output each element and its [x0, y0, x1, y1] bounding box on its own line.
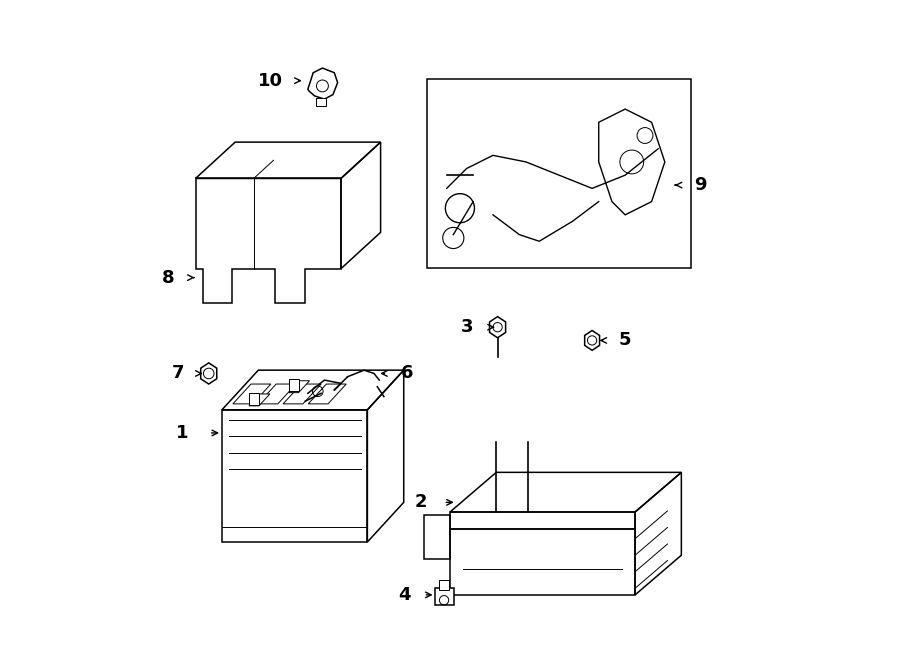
Text: 10: 10	[257, 71, 283, 90]
Bar	[249, 393, 259, 405]
Bar	[450, 529, 635, 595]
Polygon shape	[249, 394, 270, 406]
Bar	[222, 410, 367, 542]
Polygon shape	[289, 381, 310, 393]
Bar	[427, 79, 691, 268]
Bar	[439, 580, 449, 590]
Text: 6: 6	[400, 364, 413, 383]
Text: 9: 9	[695, 176, 707, 194]
Text: 8: 8	[162, 268, 175, 287]
Bar	[436, 588, 454, 605]
Text: 1: 1	[176, 424, 189, 442]
Bar	[316, 98, 326, 106]
Text: 3: 3	[461, 318, 473, 336]
Text: 2: 2	[414, 493, 427, 512]
Text: 5: 5	[618, 331, 631, 350]
Bar	[289, 379, 299, 391]
Bar	[450, 512, 635, 529]
Text: 7: 7	[172, 364, 184, 383]
Text: 4: 4	[398, 586, 410, 604]
